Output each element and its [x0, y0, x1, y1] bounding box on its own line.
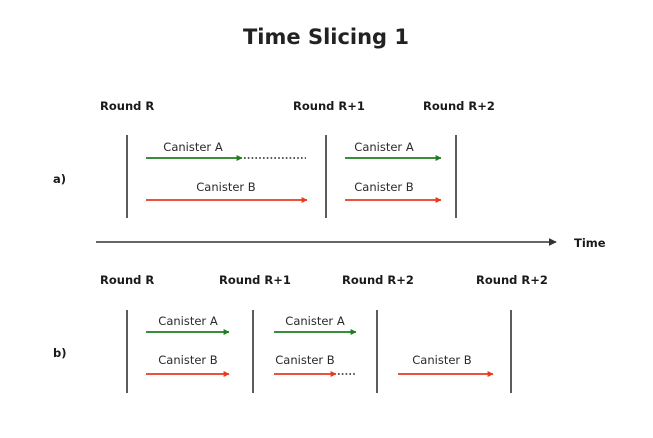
section-a: Round R Round R+1 Round R+2 a) Canister … [53, 99, 495, 218]
section-label: a) [53, 172, 66, 186]
section-b: Round R Round R+1 Round R+2 Round R+2 b)… [53, 273, 548, 393]
time-label: Time [574, 236, 606, 250]
canister-a-label: Canister A [163, 140, 223, 154]
canister-b-label: Canister B [354, 180, 414, 194]
round-label: Round R [100, 273, 154, 287]
diagram-title: Time Slicing 1 [243, 25, 409, 49]
section-label: b) [53, 346, 67, 360]
canister-b-label: Canister B [196, 180, 256, 194]
round-label: Round R+2 [476, 273, 548, 287]
canister-a-label: Canister A [285, 314, 345, 328]
canister-a-label: Canister A [158, 314, 218, 328]
round-label: Round R+1 [219, 273, 291, 287]
canister-b-label: Canister B [158, 353, 218, 367]
round-label: Round R+1 [293, 99, 365, 113]
canister-b-label: Canister B [412, 353, 472, 367]
canister-b-label: Canister B [275, 353, 335, 367]
round-label: Round R+2 [342, 273, 414, 287]
canister-a-label: Canister A [354, 140, 414, 154]
round-label: Round R+2 [423, 99, 495, 113]
round-label: Round R [100, 99, 154, 113]
